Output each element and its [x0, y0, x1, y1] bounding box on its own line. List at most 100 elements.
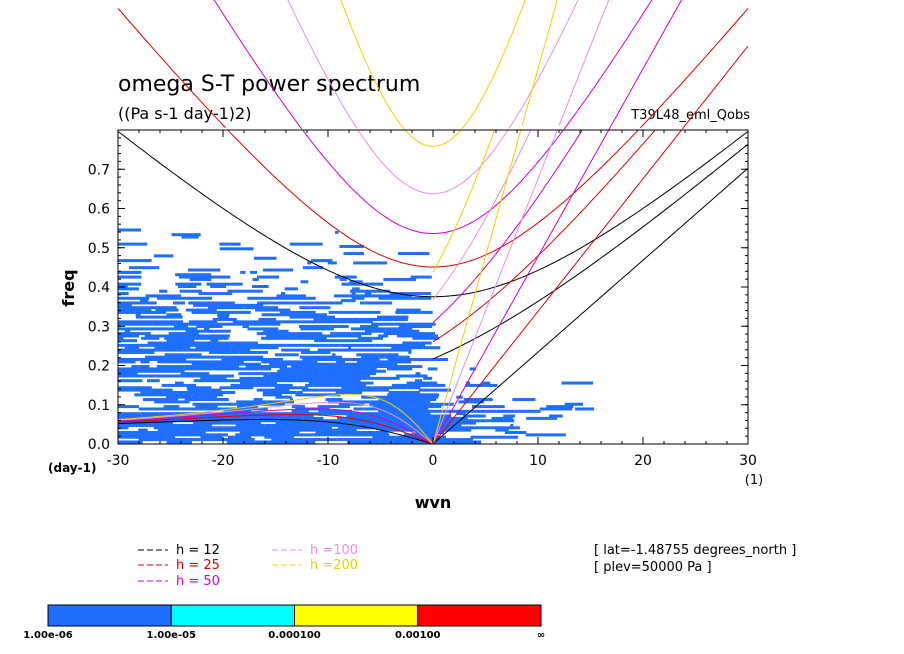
power-cell	[403, 405, 409, 409]
power-cell	[296, 390, 303, 394]
power-cell	[283, 440, 306, 444]
power-cell	[340, 299, 356, 303]
power-cell	[360, 367, 377, 371]
power-cell	[144, 431, 167, 435]
power-cell	[255, 379, 275, 383]
power-cell	[207, 346, 232, 350]
power-cell	[261, 414, 287, 418]
power-cell	[118, 310, 136, 314]
x-tick-label: -30	[107, 453, 130, 469]
power-cell	[296, 376, 323, 380]
power-cell	[138, 306, 142, 310]
dispersion-curve	[508, 0, 579, 129]
power-cell	[326, 327, 334, 331]
power-cell	[398, 416, 412, 420]
dispersion-curve	[432, 130, 656, 343]
power-cell	[219, 379, 236, 383]
power-cell	[446, 421, 476, 425]
power-cell	[353, 440, 381, 444]
power-cell	[283, 419, 319, 423]
power-cell	[410, 421, 426, 425]
power-cell	[330, 332, 335, 336]
power-cell	[291, 435, 295, 439]
power-cell	[223, 409, 252, 413]
power-cell	[281, 292, 286, 296]
power-cell	[202, 386, 212, 390]
power-cell	[118, 440, 143, 444]
power-cell	[118, 306, 139, 310]
power-cell	[318, 339, 354, 343]
power-cell	[274, 435, 292, 439]
power-cell	[383, 277, 417, 281]
power-cell	[118, 339, 121, 343]
power-cell	[192, 393, 224, 397]
dispersion-curve	[432, 130, 683, 444]
power-cell	[290, 360, 318, 364]
colorbar-swatch	[417, 604, 542, 627]
power-cell	[406, 322, 436, 326]
power-cell	[392, 440, 427, 444]
power-cell	[268, 372, 280, 376]
power-cell	[256, 388, 290, 392]
power-cell	[152, 322, 176, 326]
power-cell	[219, 412, 256, 416]
dispersion-curve	[118, 408, 434, 444]
power-cell	[263, 374, 296, 378]
power-cell	[496, 435, 518, 439]
power-cell	[382, 421, 411, 425]
power-cell	[328, 419, 338, 423]
y-tick-label: 0.5	[88, 241, 110, 257]
power-cell	[173, 332, 199, 336]
power-cell	[192, 343, 221, 347]
power-cell	[430, 423, 462, 427]
power-cell	[367, 376, 384, 380]
power-cell	[417, 310, 433, 314]
power-cell	[384, 355, 405, 359]
power-cell	[396, 329, 420, 333]
power-cell	[333, 294, 354, 298]
power-cell	[208, 306, 244, 310]
power-cell	[290, 296, 316, 300]
power-cell	[161, 343, 165, 347]
power-cell	[319, 369, 343, 373]
dispersion-curve	[118, 418, 434, 444]
power-cell	[448, 438, 473, 442]
power-cell	[169, 334, 198, 338]
power-cell	[253, 256, 277, 260]
power-cell	[364, 301, 393, 305]
power-cell	[188, 339, 195, 343]
power-cell	[124, 346, 139, 350]
power-cell	[274, 386, 309, 390]
power-cell	[118, 372, 138, 376]
power-cell	[161, 383, 186, 387]
power-cell	[229, 428, 256, 432]
power-cell	[239, 350, 258, 354]
power-cell	[191, 390, 202, 394]
power-cell	[288, 421, 303, 425]
info-lat: [ lat=-1.48755 degrees_north ]	[594, 543, 796, 558]
power-cell	[375, 343, 383, 347]
dispersion-curve	[117, 8, 226, 129]
power-cell	[333, 383, 359, 387]
power-cell	[118, 303, 132, 307]
power-cell	[359, 325, 379, 329]
power-cell	[201, 390, 236, 394]
power-cell	[254, 343, 275, 347]
power-cell	[288, 438, 300, 442]
power-cell	[228, 362, 261, 366]
power-cell	[160, 423, 179, 427]
power-cell	[368, 282, 384, 286]
dispersion-curve	[118, 131, 748, 298]
power-cell	[166, 395, 199, 399]
power-cell	[512, 398, 536, 402]
power-cell	[147, 379, 151, 383]
power-cell	[324, 438, 337, 442]
power-cell	[503, 414, 515, 418]
power-cell	[171, 407, 182, 411]
dispersion-curve	[682, 45, 749, 130]
power-cell	[339, 277, 347, 281]
power-cell	[203, 346, 208, 350]
power-cell	[124, 433, 160, 437]
power-cell	[195, 346, 204, 350]
y-tick-label: 0.0	[88, 437, 110, 453]
